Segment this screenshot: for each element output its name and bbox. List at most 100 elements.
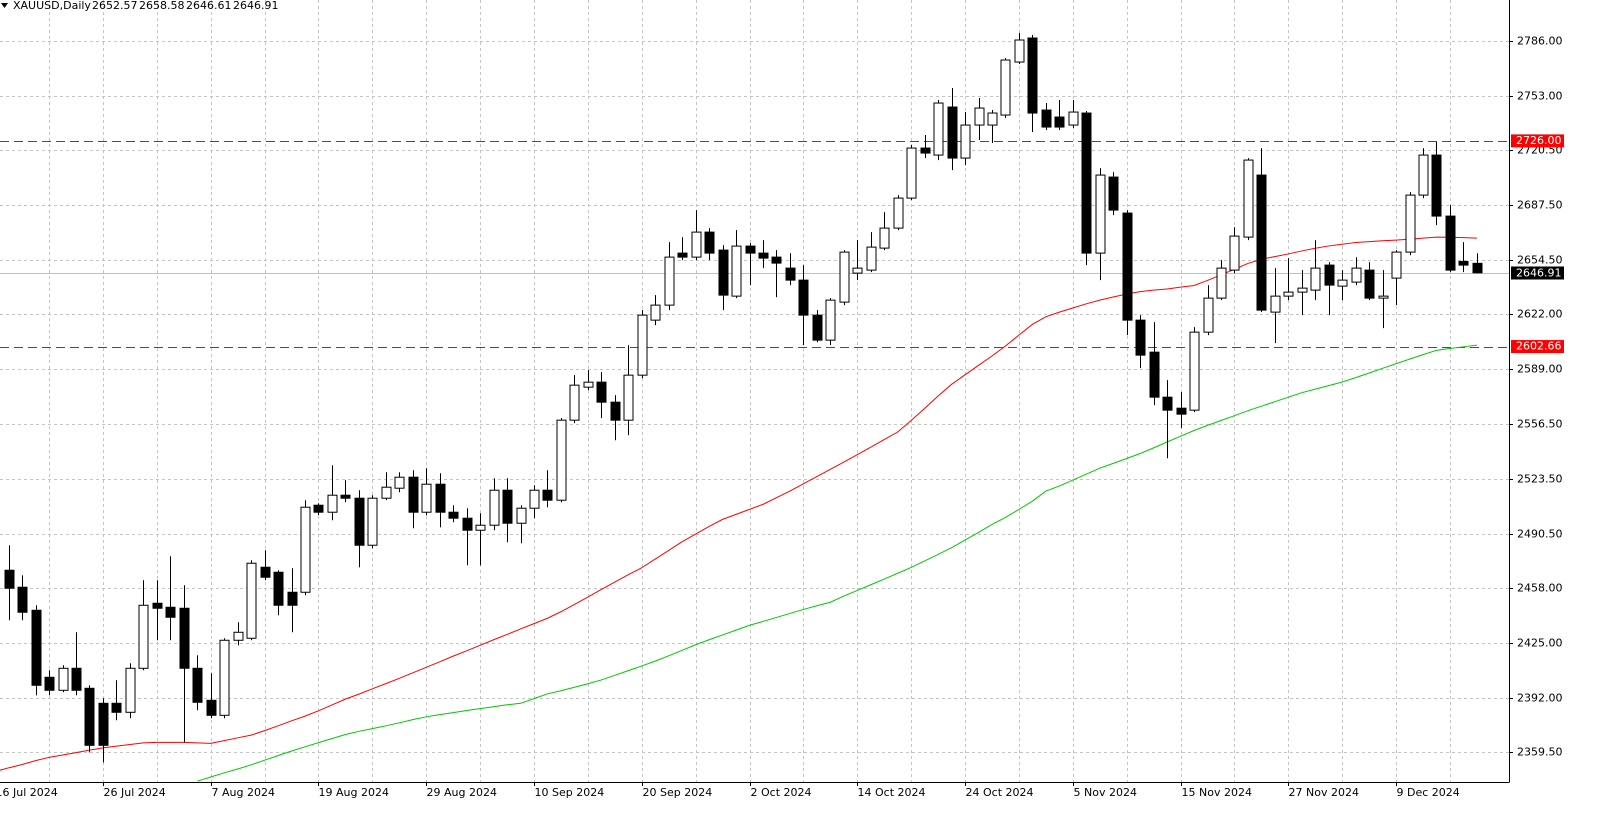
chart-title: XAUUSD,Daily [13,0,91,12]
candle-body [906,147,917,199]
candle-body [179,607,190,669]
y-tick-label: 2589.00 [1517,363,1563,376]
y-tick-label: 2523.50 [1517,473,1563,486]
candle-body [812,314,823,341]
symbol-menu-icon[interactable] [1,3,8,8]
x-tick-label: 20 Sep 2024 [643,786,713,799]
header-open: 2652.57 [92,0,138,12]
candle-body [516,507,527,524]
current-price-box [1511,266,1564,280]
candle-body [1310,267,1321,291]
candle-body [192,667,203,703]
candle-body [300,506,311,593]
candle-body [1189,331,1200,411]
candle-body [1431,154,1442,217]
candle-body [367,497,378,546]
x-tick-label: 24 Oct 2024 [966,786,1034,799]
y-tick-label: 2687.50 [1517,199,1563,212]
candle-body [893,197,904,229]
y-tick-label: 2425.00 [1517,637,1563,650]
x-tick-label: 9 Dec 2024 [1397,786,1460,799]
y-tick-label: 2490.50 [1517,528,1563,541]
candle-body [637,314,648,376]
candle-body [852,267,863,274]
x-tick-label: 7 Aug 2024 [212,786,275,799]
candle-body [327,494,338,513]
candle-body [731,245,742,297]
candle-body [623,374,634,421]
header-low: 2646.61 [186,0,232,12]
candle-body [71,667,82,691]
candle-body [610,401,621,421]
candle-body [691,231,702,258]
candle-body [1095,174,1106,254]
y-tick-label: 2458.00 [1517,582,1563,595]
candle-body [17,586,28,613]
candle-body [1108,176,1119,211]
y-tick-label: 2753.00 [1517,90,1563,103]
candle-body [1041,109,1052,128]
candle-body [44,676,55,691]
header-close: 2646.91 [233,0,279,12]
candle-body [111,702,122,713]
candle-body [138,604,149,669]
x-tick-label: 26 Jul 2024 [104,786,166,799]
x-tick-label: 16 Jul 2024 [0,786,58,799]
candle-body [1405,194,1416,253]
candle-body [1351,267,1362,283]
candle-body [1324,264,1335,286]
candle-body [1014,39,1025,63]
candle-body [98,702,109,746]
candle-body [1068,111,1079,126]
candle-body [1458,260,1469,266]
candle-body [596,381,607,403]
candle-body [165,606,176,618]
candle-body [745,245,756,254]
candle-body [1418,154,1429,196]
candle-body [462,517,473,531]
x-tick-label: 2 Oct 2024 [751,786,812,799]
y-tick-label: 2654.50 [1517,254,1563,267]
level-price-label: 2726.00 [1516,134,1562,147]
candle-body [1445,215,1456,271]
candle-body [1283,291,1294,297]
candle-body [58,667,69,691]
plot-area [0,0,1509,782]
candle-body [219,639,230,716]
candle-body [542,489,553,501]
candle-body [758,252,769,259]
candle-body [569,384,580,421]
candle-body [206,699,217,716]
level-price-box [1511,134,1564,148]
x-tick-label: 14 Oct 2024 [858,786,926,799]
y-tick-label: 2622.00 [1517,308,1563,321]
candle-body [556,419,567,501]
candle-body [1364,269,1375,299]
candle-body [1000,59,1011,116]
candle-body [233,631,244,641]
moving-average-line [197,344,1477,782]
header-high: 2658.58 [139,0,185,12]
candle-body [246,562,257,639]
candle-body [1256,174,1267,311]
candle-body [152,602,163,609]
candle-body [529,489,540,509]
x-tick-label: 10 Sep 2024 [535,786,605,799]
candle-body [1472,262,1483,274]
y-tick-label: 2392.00 [1517,692,1563,705]
candle-body [489,489,500,526]
candle-body [1203,297,1214,333]
candle-body [1229,235,1240,271]
candle-body [340,494,351,499]
candle-body [1149,351,1160,398]
candle-body [1176,407,1187,415]
candle-body [1122,212,1133,321]
moving-average-line [0,236,1477,771]
candle-body [947,106,958,159]
candle-body [704,231,715,254]
y-tick-label: 2359.50 [1517,746,1563,759]
candle-body [408,476,419,513]
current-price-label: 2646.91 [1516,267,1562,280]
candle-body [475,524,486,531]
